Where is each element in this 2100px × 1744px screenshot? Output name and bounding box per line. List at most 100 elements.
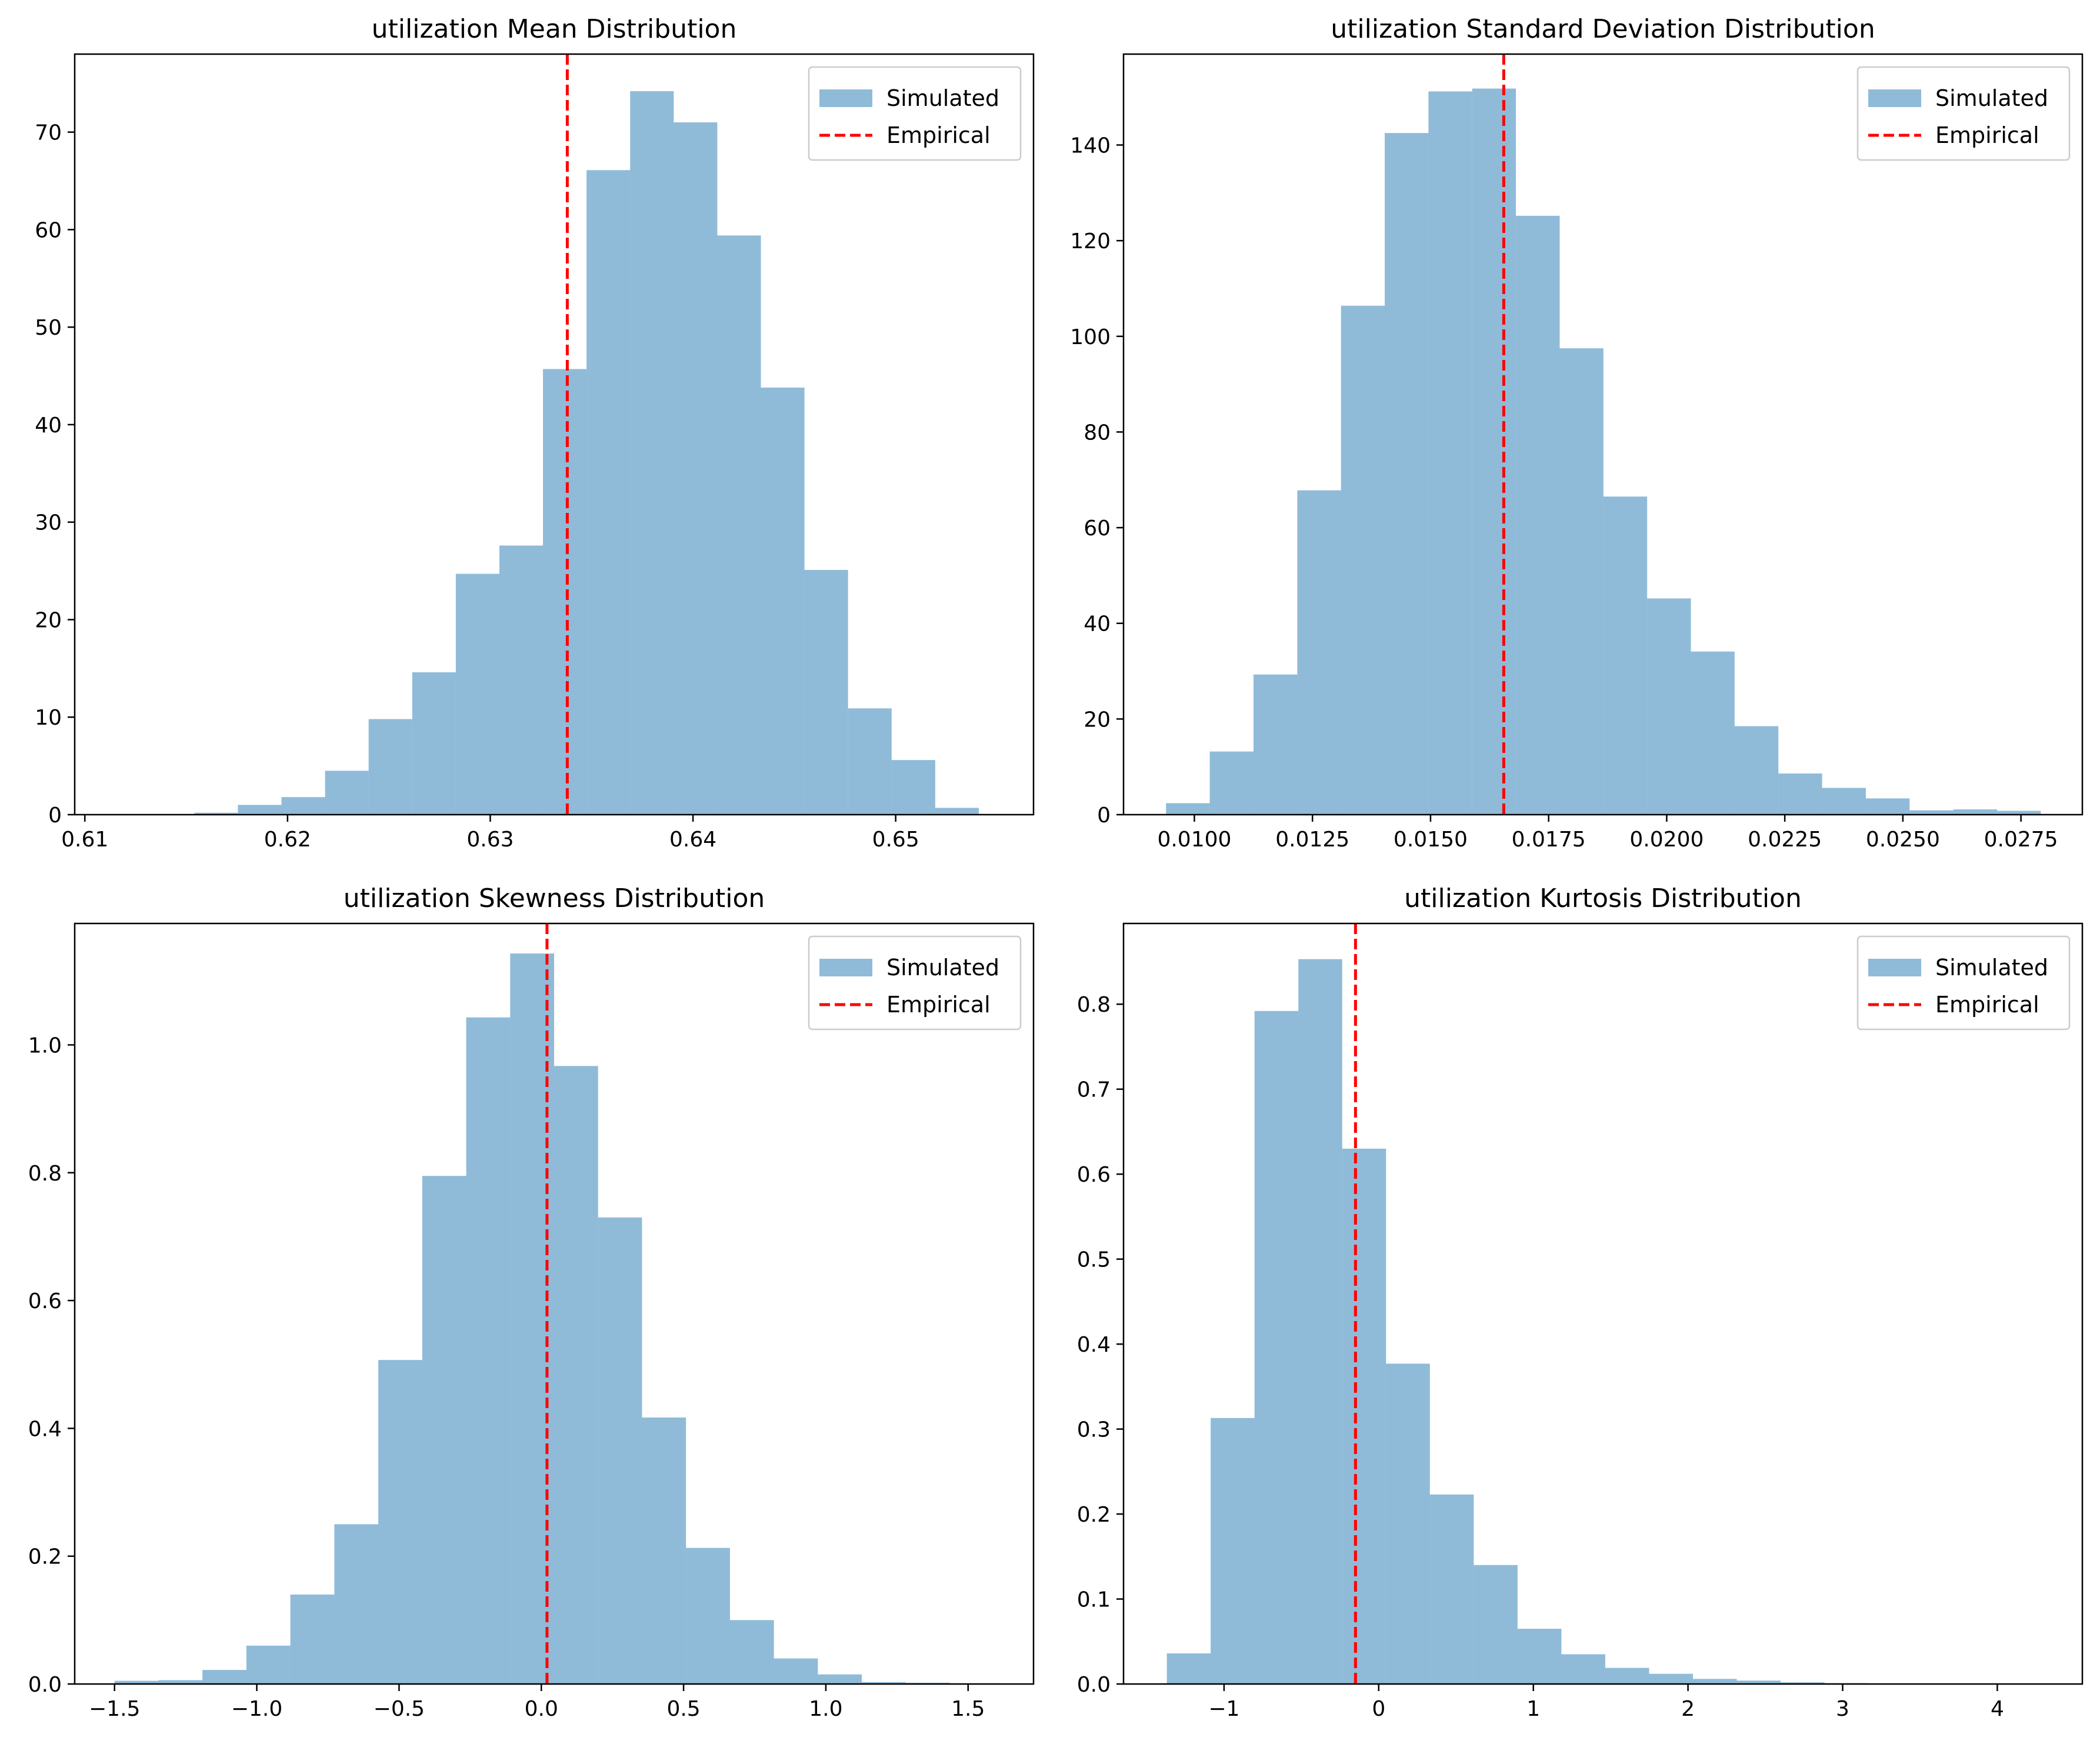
x-tick-label: 0.0275 [1984,828,2058,852]
histogram-bar [1166,803,1210,815]
histogram-bar [891,760,935,815]
y-tick-label: 40 [1084,612,1111,636]
chart-panel-2: 0.0100 0.0125 0.0150 0.0175 0.0200 0.0225 0.02… [1070,14,2084,852]
histogram-bar [1429,1494,1474,1684]
histogram-bar [412,672,456,815]
y-tick-label: 70 [35,121,62,145]
y-tick-label: 0 [1097,803,1111,828]
histogram-bar [935,808,979,815]
y-tick-label: 30 [35,511,62,535]
histogram-bar [246,1645,291,1684]
y-tick-label: 0.6 [1077,1163,1111,1187]
chart-title: utilization Standard Deviation Distribut… [1331,14,1875,44]
x-tick-label: 0.61 [61,828,108,852]
axes-frame [1122,922,2084,1685]
x-tick-label: 1.0 [809,1697,842,1721]
x-tick-label: −1.5 [89,1697,140,1721]
histogram-bar [1209,751,1254,815]
histogram-bar [1605,1668,1649,1684]
histogram-bar [848,708,892,815]
histogram-bar [325,771,369,815]
y-tick-label: 0.6 [28,1289,62,1313]
histogram-bar [1778,773,1822,815]
histogram-bar [543,369,587,815]
histogram-bar [1472,88,1516,815]
histogram-bars [114,953,994,1684]
x-tick-label: 0.65 [872,828,919,852]
legend-simulated-label: Simulated [1935,955,2048,981]
histogram-bar [1297,490,1341,815]
histogram-bar [1516,215,1560,815]
y-tick-label: 0.2 [1077,1503,1111,1527]
histogram-bar [499,545,544,815]
y-tick-label: 0.1 [1077,1588,1111,1612]
y-tick-label: 100 [1070,325,1111,349]
y-tick-label: 80 [1084,421,1111,445]
histogram-bar [1693,1679,1737,1684]
histogram-bar [238,805,282,815]
histogram-bar [422,1176,466,1684]
histogram-bar [1865,798,1910,815]
histogram-bar [378,1360,422,1684]
histogram-bar [158,1680,203,1684]
histogram-bar [1603,496,1648,815]
axes-frame [74,922,1035,1685]
chart-title: utilization Mean Distribution [372,14,737,44]
chart-title: utilization Kurtosis Distribution [1404,883,1802,913]
histogram-bar [804,569,848,815]
histogram-bar [586,170,631,815]
histogram-bar [1781,1682,1825,1684]
y-tick-label: 0 [48,803,62,828]
y-tick-label: 1.0 [28,1033,62,1058]
y-tick-label: 10 [35,706,62,730]
x-tick-label: 0.5 [666,1697,700,1721]
x-tick-label: 0.0150 [1394,828,1468,852]
histogram-bar [1166,1653,1211,1684]
legend-empirical-label: Empirical [1935,122,2039,148]
histogram-bar [1474,1565,1518,1684]
histogram-bar [1996,811,2041,815]
y-tick-label: 60 [35,218,62,242]
histogram-bar [1298,959,1342,1684]
histogram-bar [1254,1011,1299,1684]
legend-simulated-label: Simulated [886,85,999,111]
axes-frame [1122,53,2084,816]
y-tick-label: 0.8 [28,1162,62,1186]
x-tick-label: 0.0100 [1157,828,1231,852]
histogram-bar [1953,809,1997,815]
y-tick-label: 20 [1084,708,1111,732]
histogram-bar [1649,1673,1694,1684]
histogram-bar [1428,91,1472,815]
histogram-bar [642,1417,686,1684]
y-tick-label: 20 [35,608,62,632]
histogram-bar [334,1524,379,1684]
y-tick-label: 0.4 [1077,1333,1111,1357]
histogram-bars [1166,88,2041,815]
legend-simulated-label: Simulated [1935,85,2048,111]
y-tick-label: 50 [35,316,62,340]
histogram-bar [114,1680,159,1684]
histogram-bar [455,573,499,815]
x-tick-label: 4 [1991,1697,2004,1721]
histogram-bar [290,1594,335,1684]
histogram-bar [1561,1654,1605,1684]
x-tick-label: 0.0250 [1866,828,1940,852]
histogram-bar [761,387,805,815]
histogram-bar [774,1658,818,1684]
histogram-bar [554,1066,598,1684]
histogram-bar [1385,133,1429,815]
y-tick-label: 140 [1070,134,1111,158]
x-tick-label: 0.0 [525,1697,558,1721]
y-tick-label: 0.4 [28,1417,62,1441]
chart-panel-3: −1.5 −1.0 −0.5 0.0 0.5 1.0 1.5 0.0 0.2 0.4 0.6 0.8 1… [28,883,1035,1721]
histogram-bar [1822,788,1866,815]
x-tick-label: 0.63 [466,828,514,852]
histogram-bar [1342,1148,1386,1684]
histogram-bar [630,91,674,815]
histogram-bar [194,812,238,815]
histogram-bar [1341,305,1385,815]
x-tick-label: 2 [1681,1697,1695,1721]
x-tick-label: 0.0175 [1512,828,1586,852]
histogram-bar [729,1620,774,1684]
